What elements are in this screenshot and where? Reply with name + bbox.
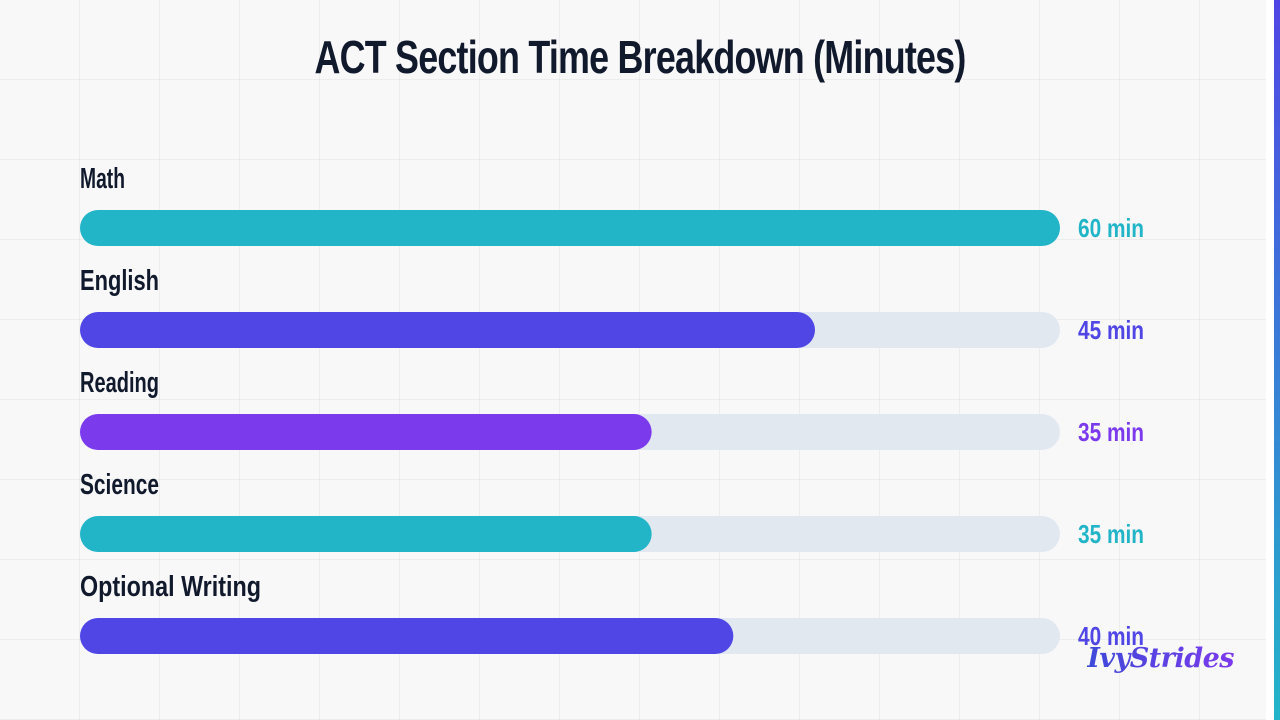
bar-label: Science [80, 469, 159, 501]
chart-title: ACT Section Time Breakdown (Minutes) [314, 31, 966, 83]
bar-label: Reading [80, 367, 159, 399]
value-label: 35 min [1078, 519, 1144, 549]
bar [80, 414, 652, 450]
bar [80, 312, 815, 348]
bar [80, 516, 652, 552]
bar [80, 618, 734, 654]
bar-label: Math [80, 163, 125, 195]
value-label: 40 min [1078, 621, 1144, 651]
bar-label: English [80, 265, 159, 297]
brand-logo: IvyStrides [1087, 643, 1234, 674]
bar [80, 210, 1060, 246]
accent-stripe-gap [1266, 0, 1274, 720]
value-label: 60 min [1078, 213, 1144, 243]
accent-stripe [1274, 0, 1280, 720]
value-label: 35 min [1078, 417, 1144, 447]
value-label: 45 min [1078, 315, 1144, 345]
bar-label: Optional Writing [80, 571, 261, 603]
